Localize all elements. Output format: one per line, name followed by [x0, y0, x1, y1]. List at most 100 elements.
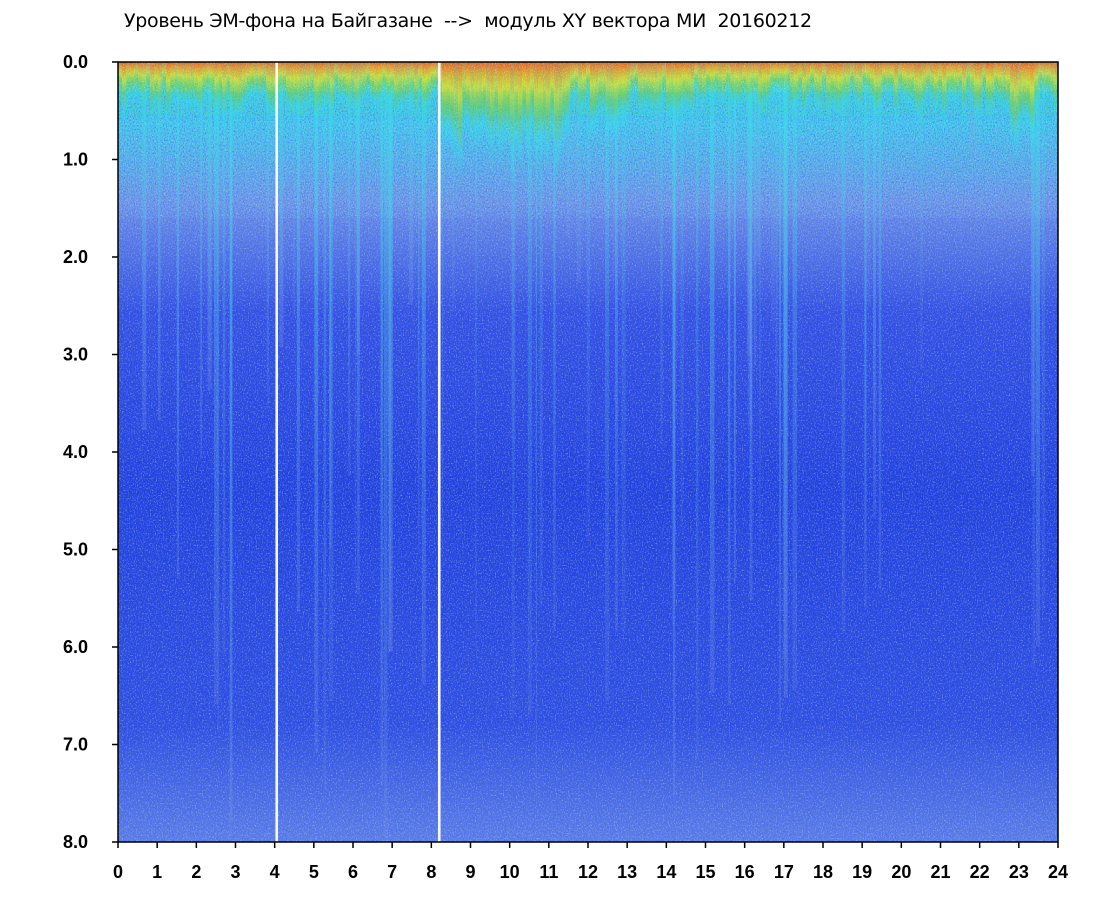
heatmap-stripe — [207, 62, 212, 390]
heatmap-stripe — [864, 62, 867, 609]
heatmap-stripe — [323, 62, 327, 790]
heatmap-stripe — [779, 62, 781, 723]
heatmap-stripe — [775, 62, 778, 409]
heatmap-stripe — [535, 62, 538, 790]
heatmap-stripe — [380, 62, 383, 785]
heatmap-stripe — [710, 62, 715, 694]
heatmap-band-column — [518, 62, 523, 174]
heatmap-stripe — [539, 62, 543, 606]
x-tick-label: 17 — [774, 862, 794, 882]
heatmap-stripe — [527, 62, 532, 715]
heatmap-stripe — [314, 62, 319, 752]
y-tick-label: 7.0 — [63, 735, 88, 755]
heatmap-stripe — [878, 62, 882, 589]
x-tick-label: 11 — [539, 862, 558, 882]
x-tick-label: 1 — [152, 862, 162, 882]
heatmap-stripe — [230, 62, 232, 838]
x-tick-label: 13 — [617, 862, 637, 882]
x-tick-label: 15 — [695, 862, 715, 882]
heatmap-stripe — [158, 62, 161, 421]
data-gap-line — [437, 62, 441, 842]
heatmap-stripe — [266, 62, 269, 405]
heatmap-stripe — [1036, 62, 1040, 647]
heatmap-band-column — [454, 62, 459, 172]
x-tick-label: 3 — [230, 862, 240, 882]
heatmap-stripe — [615, 62, 618, 633]
x-tick-label: 8 — [426, 862, 436, 882]
heatmap-stripe — [673, 62, 677, 604]
heatmap-stripe — [1031, 62, 1035, 475]
heatmap-stripe — [442, 62, 444, 568]
y-axis: 0.0 1.0 2.0 3.0 4.0 5.0 6.0 7.0 8.0 — [63, 52, 118, 852]
y-tick-label: 5.0 — [63, 540, 88, 560]
heatmap-stripe — [671, 62, 674, 626]
heatmap-stripe — [873, 62, 876, 518]
heatmap-stripe — [695, 62, 699, 762]
heatmap-cells — [118, 62, 1058, 842]
x-tick-label: 10 — [500, 862, 520, 882]
heatmap-stripe — [217, 62, 220, 733]
heatmap-stripe — [1041, 62, 1046, 611]
heatmap-stripe — [792, 62, 798, 691]
x-tick-label: 9 — [465, 862, 475, 882]
heatmap-stripe — [1035, 62, 1037, 432]
heatmap-stripe — [421, 62, 426, 685]
heatmap-stripe — [387, 62, 390, 434]
heatmap-stripe — [847, 62, 850, 171]
heatmap-stripe — [176, 62, 179, 579]
heatmap-stripe — [214, 62, 219, 705]
heatmap-stripe — [200, 62, 203, 459]
heatmap-cyan-speckle — [118, 120, 1058, 218]
heatmap-stripe — [733, 62, 736, 585]
x-tick-label: 18 — [813, 862, 833, 882]
x-tick-label: 5 — [309, 862, 319, 882]
x-tick-label: 21 — [930, 862, 950, 882]
heatmap-band-column — [554, 62, 559, 179]
heatmap-stripe — [727, 62, 731, 705]
y-tick-label: 8.0 — [63, 832, 88, 852]
heatmap-stripe — [475, 62, 477, 649]
heatmap-stripe — [511, 62, 516, 443]
x-tick-label: 22 — [970, 862, 990, 882]
heatmap-stripe — [841, 62, 846, 634]
x-tick-label: 0 — [113, 862, 123, 882]
heatmap-stripe — [680, 62, 684, 533]
y-tick-label: 0.0 — [63, 52, 88, 72]
x-tick-label: 16 — [735, 862, 755, 882]
x-tick-label: 20 — [891, 862, 911, 882]
heatmap-stripe — [660, 62, 663, 445]
heatmap-stripe — [783, 62, 788, 698]
x-axis: 0 1 2 3 4 5 6 7 8 9 10 11 12 13 14 15 16 17 18 19 20 21 22 23 24 — [113, 842, 1068, 882]
heatmap-stripe — [348, 62, 351, 476]
x-tick-label: 19 — [852, 862, 872, 882]
heatmap-stripe — [388, 62, 391, 175]
x-tick-label: 14 — [656, 862, 676, 882]
heatmap-stripe — [142, 62, 147, 431]
x-tick-label: 7 — [387, 862, 397, 882]
heatmap-stripe — [605, 62, 609, 702]
heatmap-stripe — [329, 62, 334, 701]
x-tick-label: 4 — [270, 862, 280, 882]
heatmap-red-speckle — [118, 62, 1058, 74]
heatmap-stripe — [621, 62, 626, 632]
x-tick-label: 24 — [1048, 862, 1068, 882]
y-tick-label: 1.0 — [63, 150, 88, 170]
heatmap-stripe — [383, 62, 388, 839]
heatmap-stripe — [222, 62, 226, 654]
chart-title: Уровень ЭМ-фона на Байгазане --> модуль … — [124, 10, 812, 32]
x-tick-label: 12 — [578, 862, 598, 882]
y-tick-label: 4.0 — [63, 442, 88, 462]
heatmap-stripe — [418, 62, 420, 553]
heatmap-stripe — [296, 62, 300, 613]
x-tick-label: 23 — [1009, 862, 1029, 882]
heatmap-band-column — [534, 62, 539, 172]
heatmap-stripe — [572, 62, 578, 178]
heatmap-band-column — [546, 62, 551, 173]
x-tick-label: 6 — [348, 862, 358, 882]
y-tick-label: 2.0 — [63, 247, 88, 267]
heatmap-gaps — [275, 62, 441, 842]
heatmap-stripe — [586, 62, 590, 541]
x-tick-label: 2 — [191, 862, 201, 882]
heatmap-stripe — [354, 62, 357, 609]
